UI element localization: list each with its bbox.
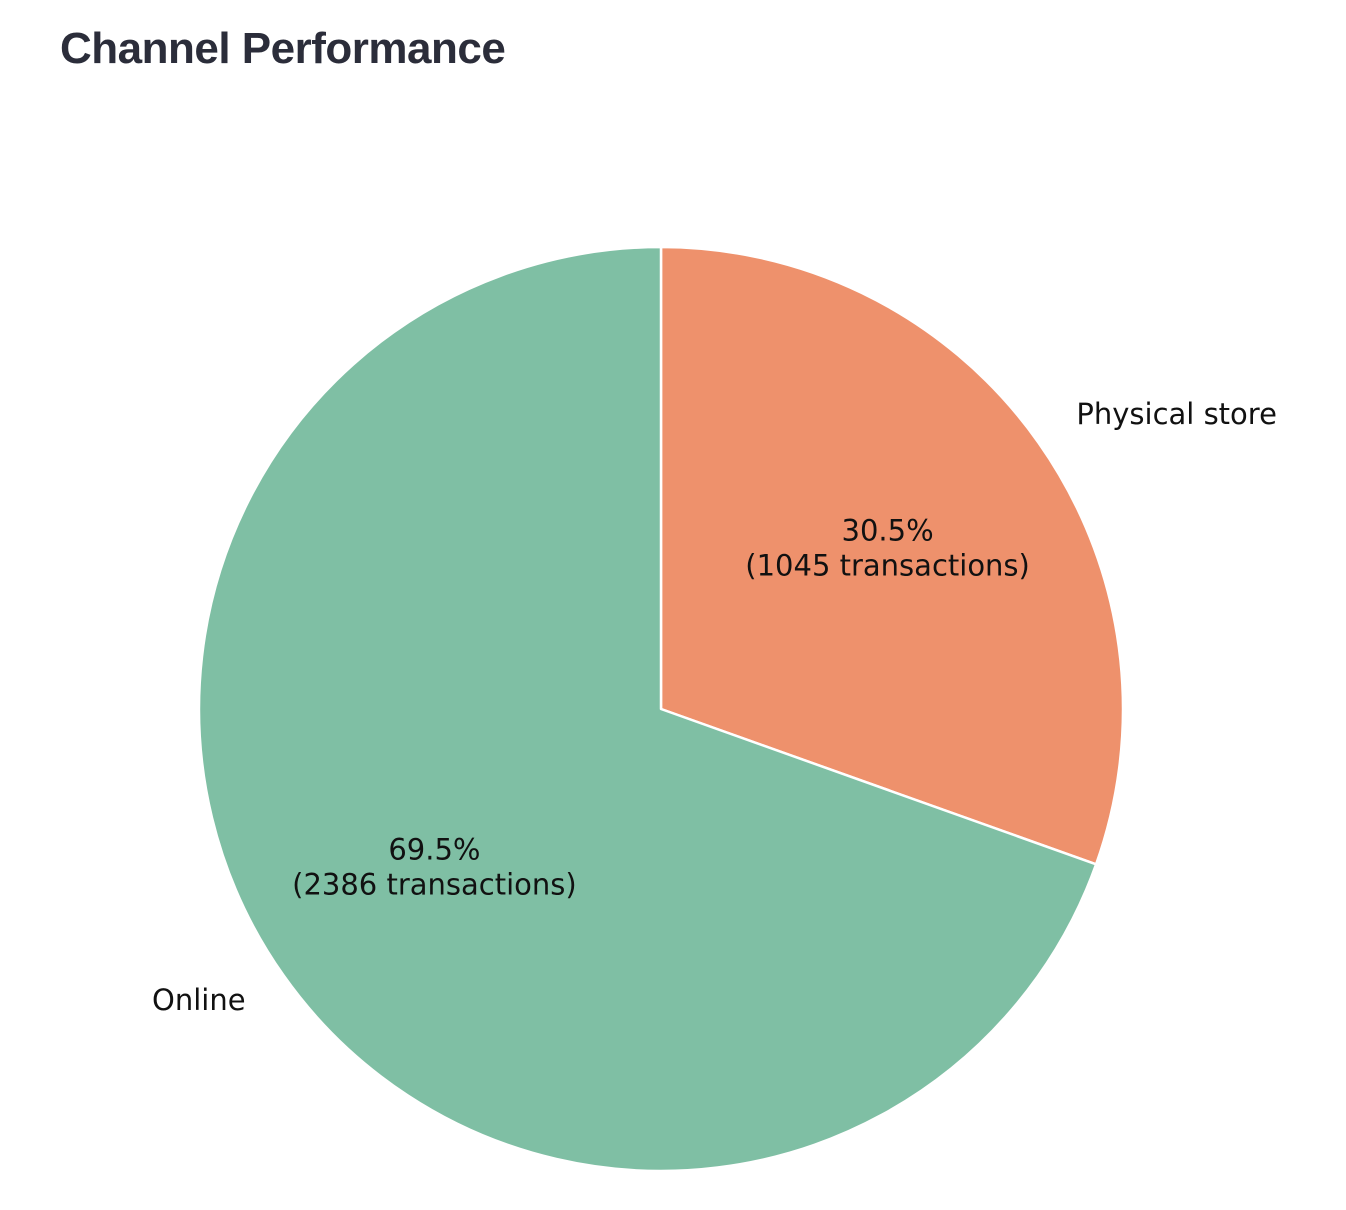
pie-slice-online	[197, 245, 1098, 1173]
slice-label-physical-store: Physical store	[1076, 397, 1277, 431]
slice-count-physical-store: (1045 transactions)	[745, 548, 1030, 582]
slice-percent-online: 69.5%	[388, 833, 480, 867]
slice-percent-physical-store: 30.5%	[842, 513, 934, 547]
slice-label-online: Online	[152, 983, 246, 1017]
page-title: Channel Performance	[60, 24, 506, 73]
slice-count-online: (2386 transactions)	[292, 868, 577, 902]
pie-slice-physical-store	[659, 245, 1125, 866]
